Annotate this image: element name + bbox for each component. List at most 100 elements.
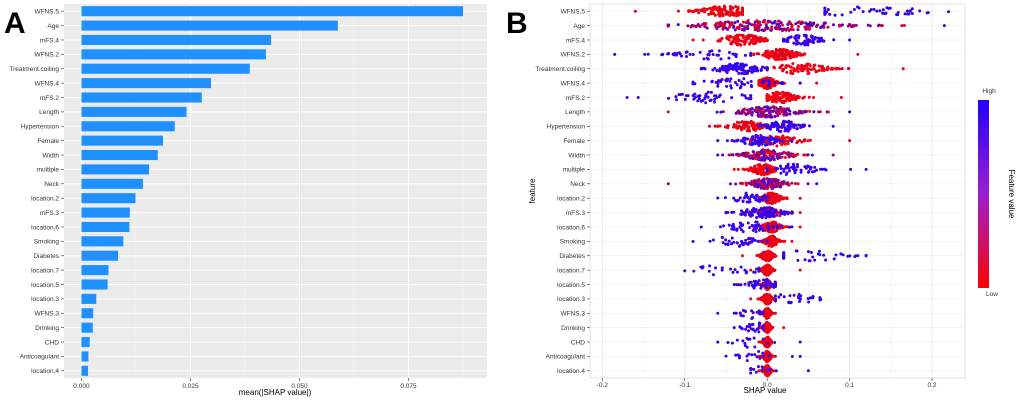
point-location-7 xyxy=(798,268,802,272)
point-diabetes xyxy=(768,253,772,257)
point-multiple xyxy=(776,167,780,171)
point-smoking xyxy=(765,239,769,243)
point-age xyxy=(714,26,718,30)
point-width xyxy=(787,151,791,155)
point-hypertension xyxy=(737,124,741,128)
point-treatment-coiling xyxy=(796,64,800,68)
point-anticoagulant xyxy=(757,349,761,353)
point-treatment-coiling xyxy=(838,67,842,71)
point-location-6 xyxy=(777,223,781,227)
point-length xyxy=(747,110,751,114)
point-length xyxy=(794,112,798,116)
point-mfs-4 xyxy=(806,41,810,45)
point-location-3 xyxy=(749,297,753,301)
point-length xyxy=(761,112,765,116)
point-smoking xyxy=(741,243,745,247)
point-female xyxy=(762,136,766,140)
point-mfs-4 xyxy=(749,38,753,42)
point-age xyxy=(796,28,800,32)
point-drinking xyxy=(745,325,749,329)
point-wfns-5 xyxy=(872,7,876,11)
point-wfns-5 xyxy=(707,12,711,16)
point-length xyxy=(719,110,723,114)
point-diabetes xyxy=(813,258,817,262)
point-wfns-4 xyxy=(735,83,739,87)
bar-location-3 xyxy=(81,293,97,304)
point-treatment-coiling xyxy=(785,70,789,74)
point-wfns-5 xyxy=(676,9,680,13)
point-treatment-coiling xyxy=(752,69,756,73)
panel-a-y-tick-label: Drinking xyxy=(35,325,59,332)
point-wfns-5 xyxy=(721,12,725,16)
point-location-2 xyxy=(779,194,783,198)
point-age xyxy=(746,24,750,28)
point-neck xyxy=(796,182,800,186)
colorbar-legend: High Low Feature value xyxy=(978,88,1016,298)
point-mfs-2 xyxy=(706,90,710,94)
point-hypertension xyxy=(723,125,727,129)
point-wfns-4 xyxy=(710,80,714,84)
point-mfs-4 xyxy=(821,39,825,43)
panel-a-y-tick-label: Female xyxy=(37,138,59,145)
point-neck xyxy=(734,182,738,186)
point-age xyxy=(705,26,709,30)
point-age xyxy=(799,22,803,26)
point-age xyxy=(689,24,693,28)
point-location-2 xyxy=(767,195,771,199)
point-wfns-5 xyxy=(737,11,741,15)
point-wfns-4 xyxy=(761,81,765,85)
bar-female xyxy=(81,135,163,146)
point-wfns-5 xyxy=(693,9,697,13)
bar-multiple xyxy=(81,164,150,175)
point-female xyxy=(760,136,764,140)
panel-a-y-tick-label: Width xyxy=(42,152,59,159)
point-wfns-2 xyxy=(646,52,650,56)
point-female xyxy=(781,139,785,143)
point-mfs-3 xyxy=(757,208,761,212)
point-length xyxy=(755,107,759,111)
point-neck xyxy=(768,182,772,186)
point-location-6 xyxy=(750,223,754,227)
point-multiple xyxy=(741,167,745,171)
point-age xyxy=(753,20,757,24)
point-location-2 xyxy=(798,196,802,200)
panel-b-y-tick-label: location.6 xyxy=(557,224,585,231)
point-mfs-4 xyxy=(803,40,807,44)
point-female xyxy=(800,140,804,144)
point-mfs-3 xyxy=(774,209,778,213)
point-location-7 xyxy=(771,269,775,273)
point-mfs-2 xyxy=(680,92,684,96)
point-length xyxy=(783,113,787,117)
point-length xyxy=(750,111,754,115)
point-wfns-2 xyxy=(710,49,714,53)
point-anticoagulant xyxy=(745,354,749,358)
point-wfns-2 xyxy=(702,57,706,61)
point-treatment-coiling xyxy=(754,66,758,70)
point-age xyxy=(676,23,680,27)
point-multiple xyxy=(804,166,808,170)
panel-b-x-tick-label: -0.1 xyxy=(679,382,691,389)
point-smoking xyxy=(776,238,780,242)
point-wfns-2 xyxy=(711,53,715,57)
point-wfns-5 xyxy=(699,9,703,13)
panel-b-y-tick-label: Diabetes xyxy=(559,253,585,260)
point-wfns-5 xyxy=(633,9,637,13)
point-anticoagulant xyxy=(763,352,767,356)
point-age xyxy=(794,22,798,26)
point-length xyxy=(750,113,754,117)
point-age xyxy=(787,28,791,32)
point-mfs-2 xyxy=(713,94,717,98)
point-mfs-3 xyxy=(755,216,759,220)
bar-drinking xyxy=(81,322,93,333)
legend-gradient-bar xyxy=(978,100,989,288)
point-mfs-2 xyxy=(807,95,811,99)
point-neck xyxy=(761,184,765,188)
point-wfns-5 xyxy=(856,5,860,9)
point-mfs-4 xyxy=(813,35,817,39)
point-mfs-4 xyxy=(782,39,786,43)
point-chd xyxy=(735,338,739,342)
point-female xyxy=(776,137,780,141)
point-mfs-4 xyxy=(716,39,720,43)
point-mfs-4 xyxy=(848,38,852,42)
